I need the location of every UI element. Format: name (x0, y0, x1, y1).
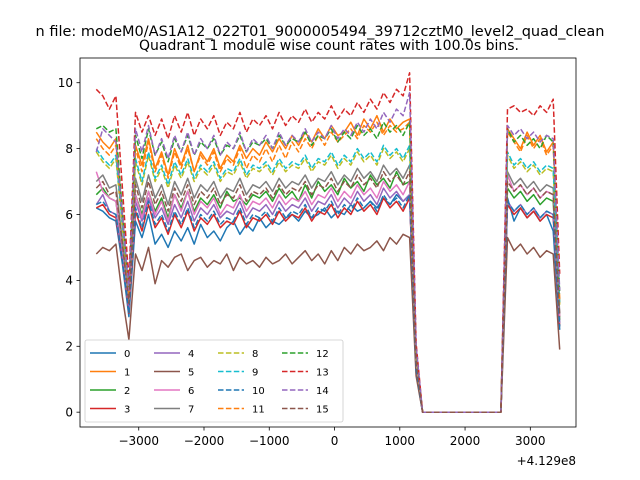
legend-label-6: 6 (188, 386, 194, 397)
x-offset-label: +4.129e8 (517, 454, 576, 468)
legend-label-1: 1 (124, 367, 130, 378)
figure-suptitle: n file: modeM0/AS1A12_022T01_9000005494_… (36, 24, 605, 40)
y-tick-label: 6 (65, 208, 73, 222)
legend-label-3: 3 (124, 404, 130, 415)
axes-frame (79, 57, 577, 428)
legend-label-15: 15 (316, 404, 329, 415)
legend-box (84, 339, 344, 423)
legend-label-14: 14 (316, 386, 329, 397)
y-tick-label: 10 (58, 76, 73, 90)
legend-label-9: 9 (252, 367, 258, 378)
y-tick-label: 8 (65, 142, 73, 156)
x-tick-label: 2000 (450, 434, 481, 448)
x-tick-label: 3000 (515, 434, 546, 448)
legend-label-8: 8 (252, 349, 258, 360)
series-line-13 (95, 72, 561, 413)
y-tick-label: 2 (65, 340, 73, 354)
legend-label-5: 5 (188, 367, 194, 378)
legend-label-12: 12 (316, 349, 329, 360)
legend-label-11: 11 (252, 404, 265, 415)
x-tick-label: 1000 (385, 434, 416, 448)
x-tick-label: −1000 (249, 434, 290, 448)
x-tick-label: 0 (331, 434, 339, 448)
y-tick-label: 0 (65, 405, 73, 419)
legend-label-13: 13 (316, 367, 329, 378)
legend-label-10: 10 (252, 386, 265, 397)
legend-label-4: 4 (188, 349, 194, 360)
legend-label-7: 7 (188, 404, 194, 415)
y-tick-label: 4 (65, 274, 73, 288)
legend-label-0: 0 (124, 349, 130, 360)
x-tick-label: −2000 (184, 434, 225, 448)
chart-title: Quadrant 1 module wise count rates with … (139, 38, 519, 54)
legend-label-2: 2 (124, 386, 130, 397)
series-layer (95, 72, 561, 413)
y-axis: 0 2 4 6 8 10 (58, 76, 80, 419)
series-line-15 (95, 170, 561, 413)
x-axis: −3000 −2000 −1000 0 1000 2000 3000 (118, 427, 546, 448)
x-tick-label: −3000 (118, 434, 159, 448)
